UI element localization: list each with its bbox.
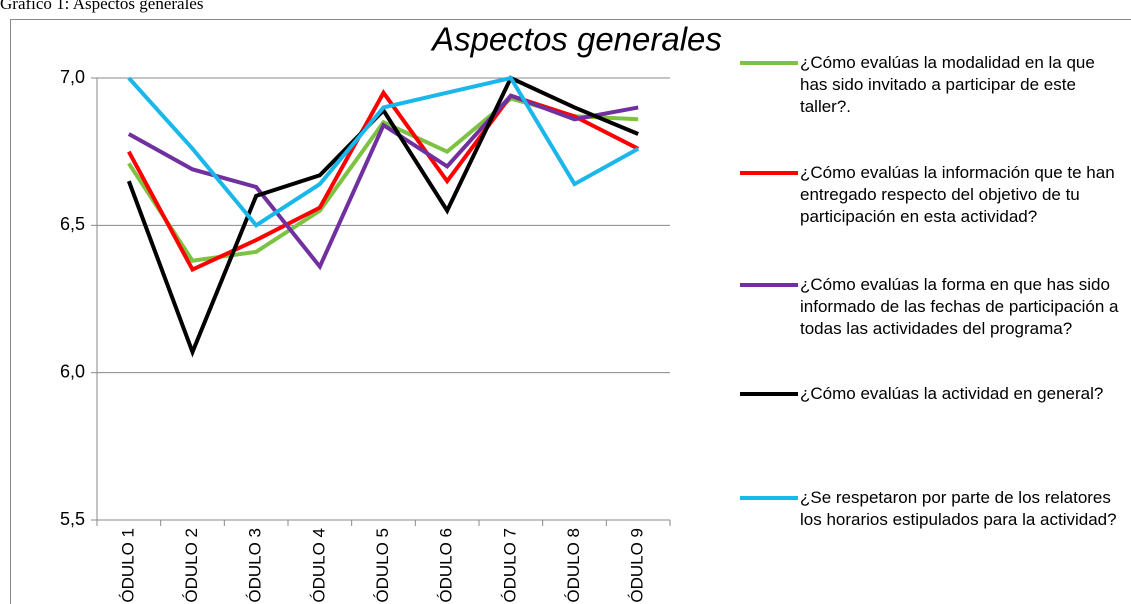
legend-entry: ¿Cómo evalúas la forma en que has sido i… [740, 274, 1120, 340]
legend-swatch [740, 61, 798, 65]
y-tick-label: 6,5 [60, 214, 85, 234]
series-line [127, 75, 640, 228]
y-tick-label: 5,5 [60, 509, 85, 529]
x-tick-label: MÓDULO 9 [628, 528, 647, 604]
y-tick-label: 7,0 [60, 67, 85, 87]
caption: Gráfico 1: Aspectos generales [0, 0, 204, 13]
chart-border [10, 19, 1131, 604]
y-tick-label: 6,0 [60, 361, 85, 381]
x-tick-label: MÓDULO 1 [118, 528, 137, 604]
x-tick-label: MÓDULO 5 [373, 528, 392, 604]
series-line [126, 75, 639, 358]
chart-title: Aspectos generales [430, 21, 722, 58]
x-tick-label: MÓDULO 7 [500, 528, 519, 604]
x-tick-label: MÓDULO 6 [437, 528, 456, 604]
x-tick-label: MÓDULO 3 [246, 528, 265, 604]
series-line [127, 89, 640, 273]
legend-swatch [740, 392, 798, 396]
legend-entry: ¿Se respetaron por parte de los relatore… [740, 487, 1120, 531]
legend-label: ¿Cómo evalúas la información que te han … [800, 163, 1115, 226]
legend-label: ¿Cómo evalúas la actividad en general? [800, 384, 1104, 403]
legend-swatch [740, 283, 798, 287]
legend-entry: ¿Cómo evalúas la información que te han … [740, 162, 1120, 228]
legend-swatch [740, 496, 798, 500]
x-tick-label: MÓDULO 4 [309, 528, 328, 604]
legend-entry: ¿Cómo evalúas la modalidad en la que has… [740, 52, 1120, 118]
x-tick-label: MÓDULO 8 [564, 528, 583, 604]
legend-swatch [740, 171, 798, 175]
x-tick-label: MÓDULO 2 [182, 528, 201, 604]
legend-entry: ¿Cómo evalúas la actividad en general? [740, 383, 1120, 405]
legend-label: ¿Cómo evalúas la forma en que has sido i… [800, 275, 1119, 338]
legend-label: ¿Cómo evalúas la modalidad en la que has… [800, 53, 1095, 116]
legend-label: ¿Se respetaron por parte de los relatore… [800, 488, 1117, 529]
